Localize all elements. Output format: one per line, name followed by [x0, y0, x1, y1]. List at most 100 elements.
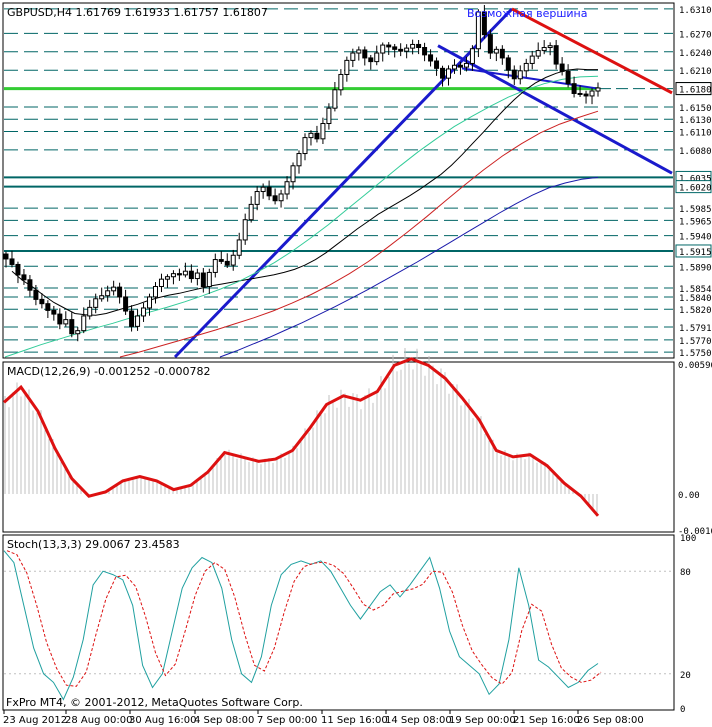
candle [547, 42, 553, 56]
candle [99, 287, 105, 302]
candle [320, 117, 326, 145]
candle [206, 268, 212, 294]
candle [57, 308, 63, 330]
macd-tick-label: 0.00 [678, 491, 700, 501]
current-price-box [675, 82, 712, 96]
candle [242, 213, 248, 245]
candle [517, 65, 523, 85]
candle [434, 57, 440, 76]
price-label-box [675, 180, 712, 194]
candle [93, 293, 99, 314]
candle [129, 305, 135, 332]
price-panel: GBPUSD,H4 1.61769 1.61933 1.61757 1.6180… [2, 2, 675, 359]
price-tick-label: 1.61300 [679, 116, 712, 126]
candle [416, 39, 422, 55]
candle [39, 293, 45, 309]
time-tick-label: 23 Aug 2012 [3, 715, 67, 726]
candle [45, 300, 51, 318]
candle [15, 261, 21, 284]
candle [302, 133, 308, 161]
candle [9, 250, 15, 268]
price-tick-label: 1.61100 [679, 128, 712, 138]
candle [398, 43, 404, 57]
ma-line [4, 75, 599, 358]
candle [332, 81, 338, 112]
candle [523, 58, 529, 78]
candle [176, 268, 182, 281]
stoch-tick-label: 0 [680, 705, 685, 715]
candle [583, 90, 589, 104]
candle [499, 45, 505, 65]
price-tick-label: 1.60350 [679, 174, 712, 184]
candle [350, 48, 356, 68]
time-tick-label: 21 Sep 16:00 [513, 715, 580, 726]
candle [117, 282, 123, 304]
candle [595, 82, 601, 97]
candle [356, 46, 362, 61]
candle [463, 56, 469, 72]
candle [535, 42, 541, 59]
price-tick-label: 1.57910 [679, 324, 712, 334]
symbol-header: GBPUSD,H4 1.61769 1.61933 1.61757 1.6180… [7, 6, 268, 19]
candle [260, 183, 266, 199]
price-tick-label: 1.62100 [679, 67, 712, 77]
candle [422, 42, 428, 62]
price-tick-label: 1.59650 [679, 217, 712, 227]
price-tick-label: 1.59400 [679, 233, 712, 243]
candle [368, 54, 374, 70]
stoch-main-line [3, 550, 599, 701]
stoch-panel: Stoch(13,3,3) 29.0067 23.4583 FxPro MT4,… [2, 534, 675, 711]
candle [27, 275, 33, 297]
candle [212, 253, 218, 278]
candle [33, 284, 39, 306]
candle [326, 103, 332, 130]
candle [446, 65, 452, 86]
candle [63, 311, 69, 327]
time-tick-label: 19 Sep 00:00 [449, 715, 516, 726]
candle [511, 65, 517, 86]
price-tick-label: 1.57500 [679, 349, 712, 359]
price-tick-label: 1.59150 [679, 248, 712, 258]
candle [589, 88, 595, 105]
candle [374, 45, 380, 66]
copyright-label: FxPro MT4, © 2001-2012, MetaQuotes Softw… [6, 696, 303, 709]
candles [3, 5, 601, 342]
price-tick-label: 1.60800 [679, 147, 712, 157]
candle [218, 251, 224, 264]
candle [147, 293, 153, 316]
price-tick-label: 1.58200 [679, 306, 712, 316]
candle [284, 176, 290, 200]
candle [457, 61, 463, 75]
level-lines [4, 8, 673, 353]
macd-panel: MACD(12,26,9) -0.001252 -0.000782 [2, 348, 675, 533]
candle [182, 262, 188, 278]
candle [440, 65, 446, 87]
candle [51, 305, 57, 321]
candle [290, 162, 296, 190]
candle [188, 264, 194, 283]
candle [254, 186, 260, 211]
time-tick-label: 30 Aug 16:00 [129, 715, 196, 726]
moving-averages [4, 68, 599, 358]
time-tick-label: 11 Sep 16:00 [321, 715, 388, 726]
candle [386, 42, 392, 55]
candle [362, 46, 368, 66]
time-tick-label: 26 Sep 08:00 [577, 715, 644, 726]
candle [111, 280, 117, 296]
macd-tick-label: -0.00165 [678, 527, 712, 537]
price-tick-label: 1.61800 [679, 86, 712, 96]
candle [105, 285, 111, 302]
candle [451, 59, 457, 74]
price-tick-label: 1.62700 [679, 30, 712, 40]
candle [224, 253, 230, 269]
ma-line [219, 176, 599, 358]
annotation-label: Возможная вершина [467, 7, 588, 20]
macd-signal-line [2, 357, 600, 517]
price-tick-label: 1.57700 [679, 337, 712, 347]
candle [278, 189, 284, 208]
candle [152, 282, 158, 304]
time-tick-label: 7 Sep 00:00 [257, 715, 317, 726]
candle [69, 312, 75, 338]
